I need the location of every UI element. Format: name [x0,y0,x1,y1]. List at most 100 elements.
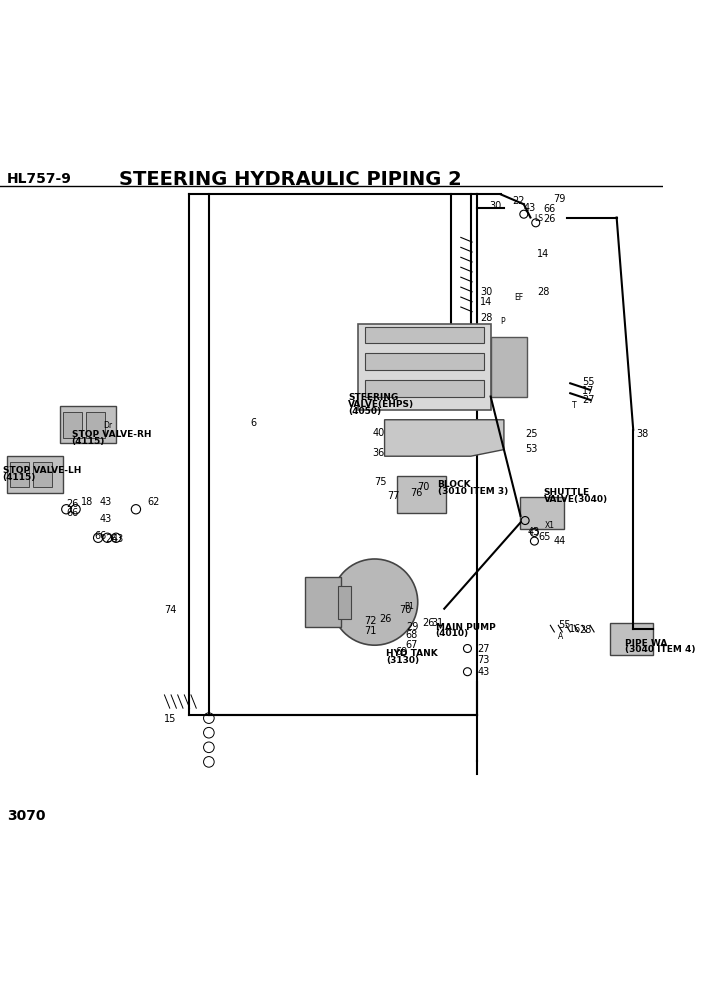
Text: T: T [571,401,576,410]
Text: 16: 16 [569,624,581,634]
Text: 26: 26 [544,214,556,224]
Text: 15: 15 [164,714,177,724]
Text: HL757-9: HL757-9 [6,172,72,186]
Text: SHUTTLE: SHUTTLE [544,488,590,497]
Text: 66: 66 [66,508,79,518]
Text: 3070: 3070 [6,808,45,822]
Text: X1: X1 [545,522,555,531]
FancyBboxPatch shape [491,337,527,397]
Text: 55: 55 [582,377,595,387]
Text: 66: 66 [94,531,107,541]
Text: 30: 30 [489,200,502,210]
Text: 75: 75 [374,477,387,487]
Bar [610,623,653,655]
Bar [305,577,341,627]
Text: 43: 43 [528,528,540,538]
Text: 27: 27 [582,395,595,405]
Text: 62: 62 [147,497,159,507]
Text: STEERING: STEERING [348,394,398,403]
Bar [338,585,352,619]
Text: LS: LS [534,214,543,223]
Bar [364,380,484,397]
Text: 44: 44 [554,536,566,546]
Text: (4115): (4115) [3,473,36,482]
Text: 6: 6 [251,418,257,429]
Text: 28: 28 [537,287,550,297]
Text: Dr: Dr [102,421,112,430]
Text: 28: 28 [580,625,592,635]
Text: 28: 28 [480,313,492,323]
Bar [397,476,446,513]
Text: 55: 55 [558,620,571,630]
Text: BLOCK: BLOCK [437,480,471,489]
Text: B1: B1 [404,602,414,611]
Text: 43: 43 [477,668,490,678]
Text: 30: 30 [480,287,492,297]
Text: 43: 43 [100,497,112,507]
Text: 76: 76 [411,488,423,498]
Text: 43: 43 [100,514,112,524]
Text: (3010 ITEM 3): (3010 ITEM 3) [437,487,508,496]
Bar [364,327,484,343]
Text: 77: 77 [388,491,399,501]
Bar [520,497,564,529]
Text: 53: 53 [525,444,538,454]
Text: 73: 73 [477,656,490,666]
Text: (3130): (3130) [386,656,419,665]
FancyBboxPatch shape [358,323,491,410]
Text: 71: 71 [364,626,377,636]
Text: 27: 27 [477,644,490,654]
Bar [63,413,81,437]
Text: 72: 72 [364,616,377,626]
Text: 26: 26 [379,614,392,624]
Text: 74: 74 [164,605,177,615]
Text: 66: 66 [544,204,556,214]
Text: VALVE(EHPS): VALVE(EHPS) [348,400,414,409]
Text: 38: 38 [637,430,649,439]
Text: EF: EF [515,293,524,302]
Bar [60,407,116,443]
Text: 43: 43 [524,202,536,212]
Bar [364,353,484,370]
Text: 14: 14 [480,297,492,307]
Text: A: A [558,632,564,641]
Text: PIPE WA: PIPE WA [625,639,667,648]
Polygon shape [385,420,504,456]
Text: 69: 69 [396,647,408,657]
Text: STEERING HYDRAULIC PIPING 2: STEERING HYDRAULIC PIPING 2 [119,170,462,188]
Text: 70: 70 [417,482,430,492]
Text: 22: 22 [512,196,524,206]
Text: 68: 68 [406,630,418,640]
Text: HYD TANK: HYD TANK [386,650,437,659]
Text: 70: 70 [399,605,411,615]
Bar [6,456,63,493]
Text: 31: 31 [431,618,443,628]
Text: (4050): (4050) [348,407,381,416]
Text: 29: 29 [406,622,418,632]
Text: (4010): (4010) [436,629,469,639]
Text: P: P [500,317,505,326]
Text: VALVE(3040): VALVE(3040) [544,495,608,504]
Text: 26: 26 [423,618,435,628]
Text: 79: 79 [554,194,566,204]
Circle shape [331,558,418,645]
Text: 67: 67 [406,640,418,650]
Text: 36: 36 [373,448,385,458]
Bar [10,462,29,487]
Text: STOP VALVE-RH: STOP VALVE-RH [72,431,151,439]
Text: 40: 40 [373,428,385,438]
Text: 26: 26 [105,534,117,544]
Text: 25: 25 [525,430,538,439]
Text: 18: 18 [81,497,93,507]
Bar [86,413,105,437]
Text: MAIN PUMP: MAIN PUMP [436,623,496,632]
Text: 65: 65 [538,532,551,542]
Text: 26: 26 [66,499,79,509]
Bar [33,462,52,487]
Text: 43: 43 [112,534,124,544]
Text: (3040 ITEM 4): (3040 ITEM 4) [625,646,695,655]
Text: 17: 17 [582,386,595,396]
Text: 14: 14 [537,249,550,259]
Text: STOP VALVE-LH: STOP VALVE-LH [3,466,81,475]
Text: (4115): (4115) [72,437,105,446]
